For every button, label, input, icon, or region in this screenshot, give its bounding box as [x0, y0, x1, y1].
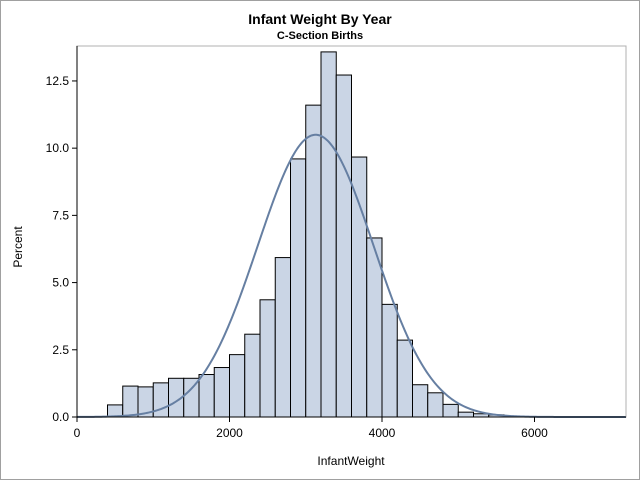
- x-axis-label: InfantWeight: [317, 454, 385, 468]
- histogram-bar: [259, 299, 276, 418]
- histogram-bar: [244, 333, 261, 418]
- histogram-bar: [396, 339, 413, 418]
- y-tick-label: 12.5: [46, 74, 70, 88]
- histogram-bar: [412, 384, 429, 418]
- histogram-bar: [320, 51, 337, 418]
- histogram-bar: [335, 74, 352, 418]
- histogram-bar: [427, 392, 444, 418]
- y-tick-label: 7.5: [52, 208, 69, 222]
- histogram-bar: [213, 367, 230, 418]
- y-tick-label: 10.0: [46, 141, 70, 155]
- histogram-bar: [351, 156, 368, 418]
- x-tick-label: 0: [74, 426, 81, 440]
- chart-title: Infant Weight By Year: [248, 11, 392, 27]
- histogram-bar: [274, 257, 291, 418]
- histogram-bar: [290, 158, 307, 418]
- x-tick-label: 4000: [369, 426, 396, 440]
- y-tick-label: 5.0: [52, 276, 69, 290]
- y-tick-label: 0.0: [52, 410, 69, 424]
- histogram-bar: [122, 385, 139, 418]
- x-tick-label: 2000: [216, 426, 243, 440]
- y-axis-label: Percent: [11, 226, 25, 268]
- histogram-bar: [457, 411, 474, 418]
- histogram-bar: [442, 403, 459, 418]
- chart-subtitle: C-Section Births: [276, 30, 364, 42]
- histogram-bar: [152, 382, 169, 418]
- y-tick-label: 2.5: [52, 343, 69, 357]
- histogram-bar: [305, 104, 322, 418]
- histogram-bar: [198, 374, 215, 418]
- histogram-bar: [381, 303, 398, 418]
- histogram-bar: [229, 354, 246, 418]
- x-tick-label: 6000: [521, 426, 548, 440]
